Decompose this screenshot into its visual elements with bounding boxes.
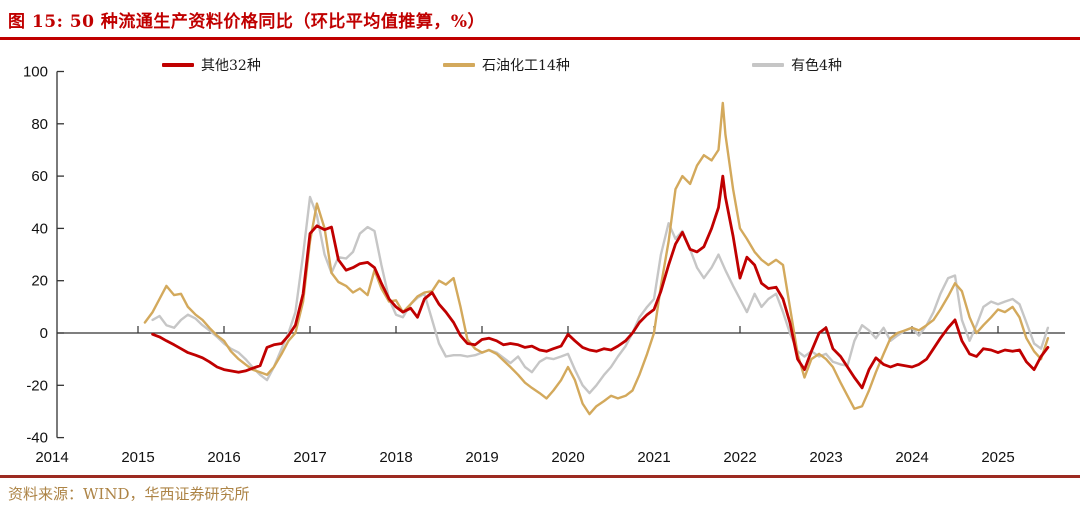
legend-label: 石油化工14种 <box>482 58 570 74</box>
figure-title: 图 15: 50 种流通生产资料价格同比（环比平均值推算，%） <box>8 12 485 32</box>
legend-swatch-red <box>162 63 194 67</box>
y-axis-tick-label: -40 <box>26 430 48 447</box>
y-axis-tick-label: 0 <box>40 325 48 342</box>
y-axis-tick-label: -20 <box>26 377 48 394</box>
x-axis-label: 2020 <box>551 449 584 466</box>
x-axis-label: 2024 <box>895 449 928 466</box>
legend-item-petrochemical: 石油化工14种 <box>443 55 570 75</box>
bottom-divider-rule <box>0 475 1080 478</box>
x-axis-label: 2018 <box>379 449 412 466</box>
legend-item-nonferrous: 有色4种 <box>752 55 842 75</box>
y-axis-tick-label: 60 <box>31 168 48 185</box>
x-axis-label: 2021 <box>637 449 670 466</box>
y-axis-tick-label: 40 <box>31 220 48 237</box>
legend-label: 有色4种 <box>791 58 842 74</box>
x-axis-label: 2022 <box>723 449 756 466</box>
x-axis-label: 2025 <box>981 449 1014 466</box>
x-axis-label: 2019 <box>465 449 498 466</box>
legend-swatch-gray <box>752 63 785 67</box>
y-axis-tick-label: 20 <box>31 273 48 290</box>
legend-swatch-gold <box>443 63 476 67</box>
top-divider-rule <box>0 37 1080 40</box>
series-line-其他32种 <box>151 174 1050 390</box>
legend-label: 其他32种 <box>201 58 261 74</box>
x-axis-label: 2023 <box>809 449 842 466</box>
x-axis-label: 2015 <box>121 449 154 466</box>
source-note: 资料来源：WIND，华西证券研究所 <box>8 485 250 503</box>
chart-legend: 其他32种 石油化工14种 有色4种 <box>162 55 842 75</box>
x-axis-label: 2014 <box>35 449 68 466</box>
legend-item-others: 其他32种 <box>162 55 261 75</box>
x-axis-label: 2016 <box>207 449 240 466</box>
series-line-有色4种 <box>151 195 1050 395</box>
y-axis-tick-label: 100 <box>23 64 48 81</box>
series-line-石油化工14种 <box>143 101 1050 416</box>
x-axis-label: 2017 <box>293 449 326 466</box>
y-axis-tick-label: 80 <box>31 116 48 133</box>
